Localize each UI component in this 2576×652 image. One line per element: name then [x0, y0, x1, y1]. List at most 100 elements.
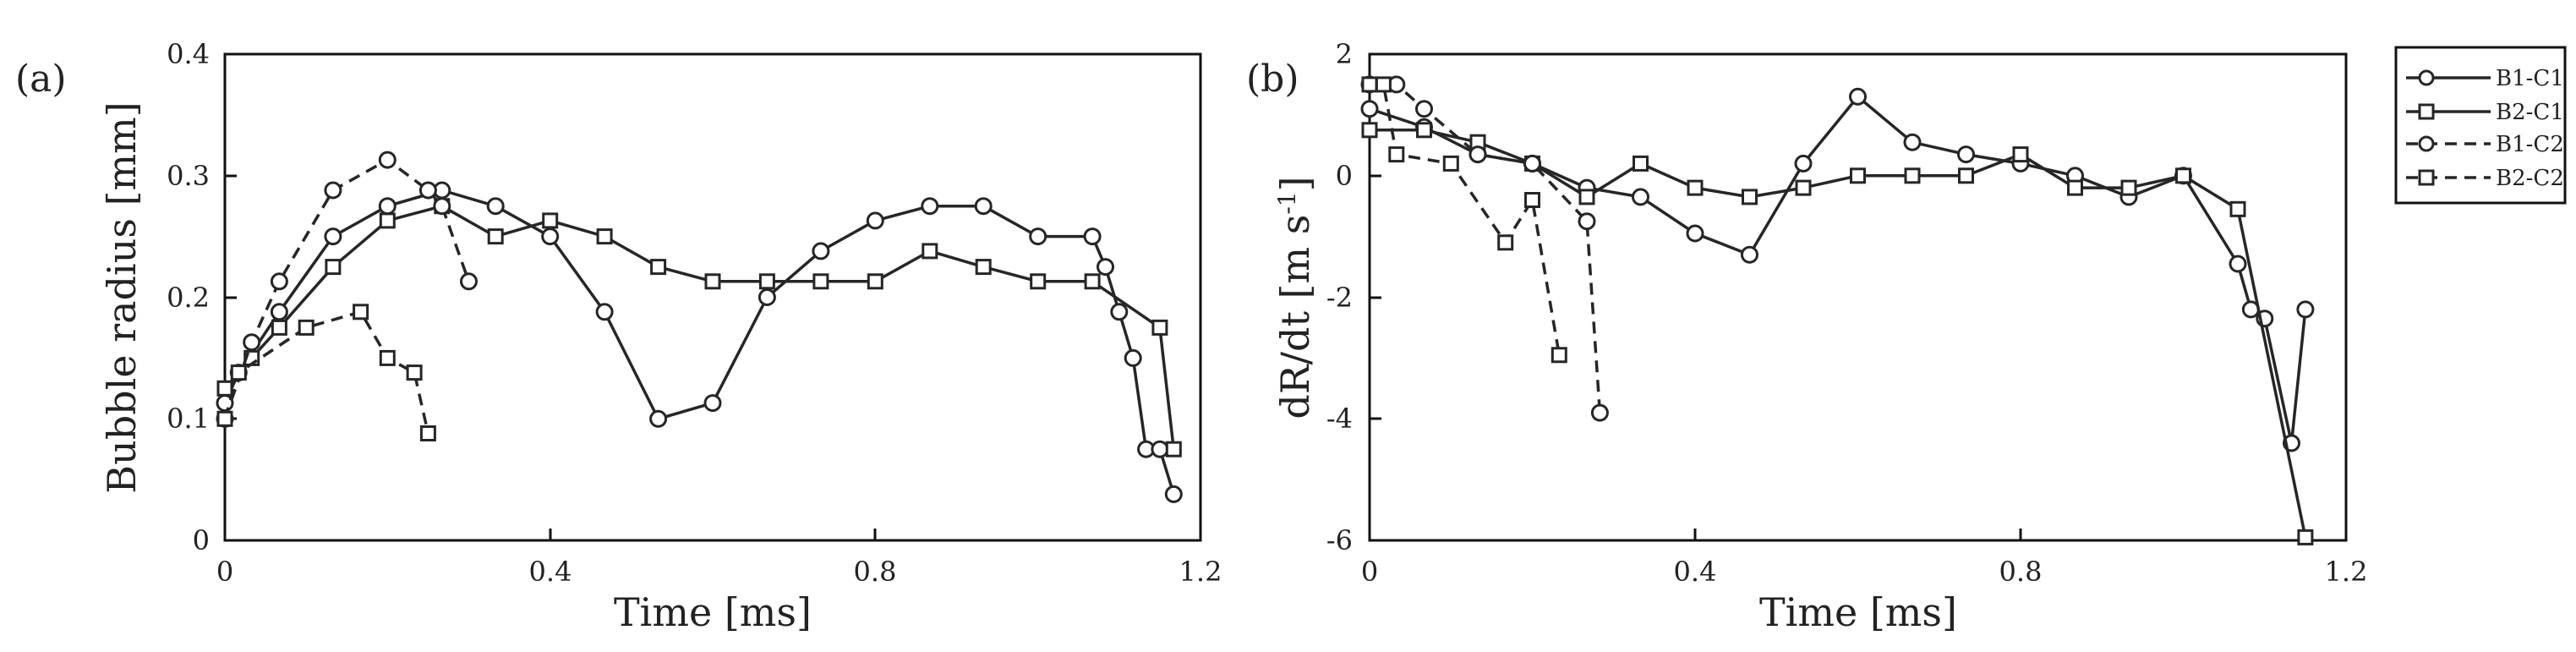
- panel-a-data-point-b2-c2: [419, 425, 436, 441]
- panel-a-data-point-b1-c1: [1029, 227, 1047, 246]
- panel-b-data-point-b2-c1: [2067, 179, 2083, 196]
- panel-b-data-point-b2-c1: [2120, 179, 2137, 196]
- panel-a-data-point-b1-c1: [595, 303, 614, 321]
- panel-a-data-point-b2-c1: [867, 273, 883, 290]
- panel-a-data-point-b1-c1: [921, 197, 939, 216]
- panel-a-data-point-b1-c1: [270, 303, 288, 321]
- panel-a-data-point-b1-c1: [703, 394, 722, 413]
- panel-b-data-point-b1-c2: [1523, 154, 1541, 173]
- panel-a-data-point-b1-c1: [378, 197, 397, 216]
- panel-b-series-line-b2-c1: [1370, 129, 2307, 538]
- legend-square-marker: [2418, 103, 2435, 120]
- panel-a-data-point-b1-c1: [1110, 303, 1129, 321]
- panel-a-data-point-b2-c2: [298, 319, 314, 336]
- panel-b-xtick-label: 0.4: [1674, 556, 1717, 588]
- panel-a-ytick-label: 0.1: [167, 403, 210, 435]
- panel-a-data-point-b2-c2: [406, 364, 423, 381]
- panel-a-data-point-b2-c1: [325, 259, 342, 276]
- panel-a-data-point-b1-c2: [243, 333, 261, 352]
- panel-b-xtick-label: 0.8: [1999, 556, 2043, 588]
- panel-b-data-point-b1-c1: [1741, 245, 1758, 264]
- panel-b-data-point-b1-c1: [1632, 188, 1649, 206]
- panel-a-series-line-b2-c1: [223, 204, 1176, 450]
- panel-b-ytick-label: -6: [1326, 524, 1353, 556]
- panel-a-data-point-b2-c1: [922, 243, 938, 260]
- panel-b-xtick-label: 1.2: [2325, 556, 2368, 588]
- panel-b-data-point-b1-c1: [2296, 300, 2315, 319]
- panel-b-ytick-label: 2: [1336, 38, 1353, 70]
- panel-b-data-point-b2-c2: [1375, 76, 1392, 93]
- panel-b-data-point-b2-c2: [1551, 347, 1567, 364]
- panel-b-plot-frame: [1368, 52, 2348, 542]
- panel-b-data-point-b2-c2: [1361, 76, 1378, 93]
- panel-b-data-point-b2-c1: [1633, 155, 1649, 172]
- panel-a-plot-frame: [223, 52, 1202, 542]
- panel-a-data-point-b1-c2: [460, 272, 478, 291]
- panel-b-data-point-b2-c1: [2297, 529, 2314, 545]
- panel-b-data-point-b1-c2: [1468, 145, 1487, 164]
- panel-a-xtick-label: 0.4: [529, 556, 572, 588]
- panel-b-data-point-b1-c1: [1686, 224, 1704, 243]
- panel-b-series-group: [1360, 75, 2315, 545]
- legend-label: B1-C1: [2496, 66, 2564, 91]
- panel-a-x-axis-label: Time [ms]: [614, 589, 812, 635]
- panel-a-ytick-label: 0.3: [167, 160, 210, 192]
- panel-a-data-point-b2-c1: [650, 259, 667, 276]
- panel-a-data-point-b1-c1: [649, 409, 668, 428]
- panel-a-data-point-b1-c1: [812, 242, 830, 260]
- legend-entry-b1-c2: B1-C2: [2406, 132, 2564, 157]
- panel-a-data-point-b1-c2: [378, 151, 397, 169]
- panel-b-data-point-b2-c1: [1850, 167, 1866, 184]
- panel-b: (b) 0 0.4 0.8 1.2 -6 -4 -2 0 2 Time [ms]…: [1246, 38, 2367, 635]
- panel-b-data-point-b1-c1: [1794, 154, 1813, 173]
- panel-b-data-point-b2-c1: [1687, 179, 1704, 196]
- panel-b-ytick-label: -2: [1326, 282, 1353, 314]
- panel-a-data-point-b1-c1: [974, 197, 993, 216]
- panel-a-data-point-b2-c1: [812, 273, 829, 290]
- panel-a-data-point-b1-c1: [866, 211, 884, 230]
- panel-a-xtick-label: 0: [216, 556, 233, 588]
- legend-entry-b2-c1: B2-C1: [2406, 100, 2564, 125]
- panel-a-ytick-label: 0: [193, 524, 210, 556]
- panel-a-series-group: [216, 151, 1183, 503]
- panel-a-data-point-b1-c1: [1124, 348, 1142, 367]
- panel-a-data-point-b2-c1: [379, 212, 396, 229]
- panel-b-series-line-b1-c1: [1369, 95, 2307, 445]
- panel-a-data-point-b2-c2: [216, 410, 233, 427]
- legend-label: B2-C2: [2496, 166, 2564, 191]
- panel-a-data-point-b2-c1: [758, 273, 775, 290]
- panel-a-data-point-b2-c1: [1030, 273, 1047, 290]
- panel-a-data-point-b1-c1: [541, 227, 560, 246]
- panel-b-y-axis-label-suffix: ]: [1272, 176, 1318, 191]
- panel-b-ytick-label: -4: [1326, 403, 1353, 435]
- panel-a-data-point-b1-c1: [1083, 227, 1102, 246]
- panel-b-data-point-b2-c1: [2012, 146, 2029, 163]
- legend-circle-marker: [2418, 69, 2435, 86]
- panel-b-data-point-b2-c1: [2229, 200, 2246, 217]
- panel-b-data-point-b1-c2: [1590, 403, 1609, 422]
- panel-a-x-ticks: 0 0.4 0.8 1.2: [216, 529, 1222, 588]
- panel-a-data-point-b2-c1: [1084, 273, 1101, 290]
- panel-a-data-point-b2-c2: [353, 304, 369, 321]
- panel-b-y-ticks: -6 -4 -2 0 2: [1326, 38, 1381, 556]
- panel-b-label: (b): [1246, 58, 1299, 101]
- panel-b-data-point-b1-c1: [1903, 133, 1922, 151]
- panel-b-data-point-b2-c2: [1442, 155, 1459, 172]
- panel-a: (a) 0 0.4 0.8 1.2 0 0.1 0.2 0.3 0.4 Time…: [15, 38, 1222, 635]
- panel-b-data-point-b1-c1: [1849, 87, 1867, 106]
- panel-b-x-axis-label: Time [ms]: [1759, 589, 1957, 635]
- panel-b-data-point-b2-c2: [1497, 234, 1514, 251]
- legend-entry-b2-c2: B2-C2: [2406, 166, 2564, 191]
- panel-b-data-point-b2-c2: [1524, 192, 1540, 208]
- panel-b-x-ticks: 0 0.4 0.8 1.2: [1361, 529, 2368, 588]
- panel-b-data-point-b1-c1: [2229, 255, 2247, 273]
- panel-a-data-point-b2-c1: [271, 319, 287, 336]
- panel-a-data-point-b1-c2: [324, 181, 342, 200]
- panel-b-data-point-b2-c1: [1958, 167, 1974, 184]
- panel-b-y-axis-label: dR/dt [m s-1]: [1272, 176, 1318, 419]
- panel-a-data-point-b2-c1: [704, 273, 721, 290]
- panel-b-data-point-b2-c1: [2175, 167, 2191, 184]
- panel-a-data-point-b1-c2: [270, 272, 288, 291]
- panel-a-data-point-b1-c1: [1164, 485, 1183, 503]
